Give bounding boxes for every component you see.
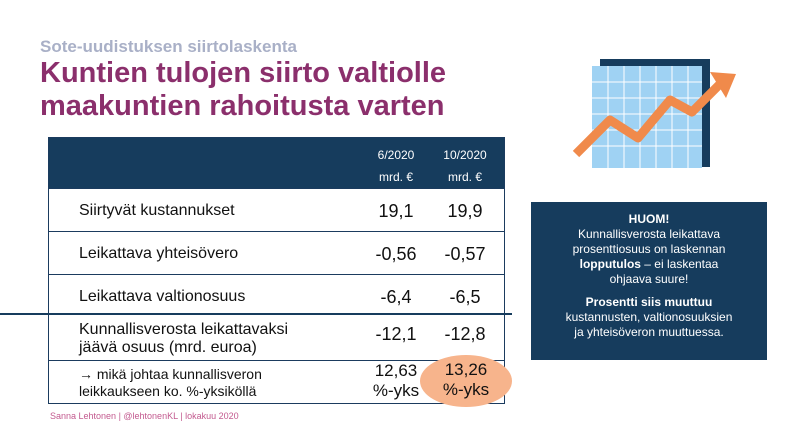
note-emphasis: lopputulos — [579, 257, 641, 271]
row-value-number: 13,26 — [444, 360, 488, 379]
row-value-number: 12,63 — [374, 361, 418, 380]
row-label: Siirtyvät kustannukset — [79, 202, 235, 219]
growth-chart-icon — [572, 59, 736, 168]
row-value-10-2020: -0,57 — [444, 244, 486, 264]
footer-credit: Sanna Lehtonen | @lehtonenKL | lokakuu 2… — [50, 411, 239, 421]
note-line: Prosentti siis muuttuu — [531, 295, 767, 310]
highlight-circle — [420, 355, 512, 407]
row-label-line-2: jäävä osuus (mrd. euroa) — [79, 339, 257, 356]
note-emphasis: Prosentti siis muuttuu — [585, 295, 713, 309]
table-row: Leikattava yhteisövero -0,56 -0,57 — [49, 231, 504, 274]
data-table: 6/2020 mrd. € 10/2020 mrd. € Siirtyvät k… — [48, 137, 505, 404]
row-value-unit: %-yks — [442, 380, 490, 399]
row-value-6-2020: -12,1 — [375, 324, 417, 344]
note-line: lopputulos – ei laskentaa — [531, 257, 767, 272]
title-line-2: maakuntien rahoitusta varten — [40, 90, 445, 122]
row-value-6-2020: -6,4 — [380, 287, 412, 307]
row-value-unit: %-yks — [372, 381, 420, 400]
row-value-10-2020: 19,9 — [447, 201, 483, 221]
table-row: → mikä johtaa kunnallisveron leikkauksee… — [49, 360, 504, 404]
kicker: Sote-uudistuksen siirtolaskenta — [40, 37, 297, 56]
row-value-10-2020: -12,8 — [444, 324, 486, 344]
col-header-6-2020: 6/2020 — [377, 148, 415, 162]
table-row: Leikattava valtionosuus -6,4 -6,5 — [49, 274, 504, 317]
table-row: Kunnallisverosta leikattavaksi jäävä osu… — [49, 317, 504, 359]
row-label: Leikattava valtionosuus — [79, 288, 246, 305]
row-value-10-2020-highlighted: 13,26 %-yks — [431, 360, 501, 400]
table-row: Siirtyvät kustannukset 19,1 19,9 — [49, 188, 504, 231]
row-label-line-1: Kunnallisverosta leikattavaksi — [79, 321, 288, 338]
row-value-10-2020: -6,5 — [449, 287, 481, 307]
table-header: 6/2020 mrd. € 10/2020 mrd. € — [49, 138, 504, 188]
col-unit-6-2020: mrd. € — [378, 170, 413, 184]
row-value-6-2020: 19,1 — [378, 201, 414, 221]
row-value-6-2020: 12,63 %-yks — [361, 361, 431, 401]
col-unit-10-2020: mrd. € — [447, 170, 482, 184]
row-label-line-1: → mikä johtaa kunnallisveron — [79, 366, 262, 382]
table-separator-line — [0, 313, 512, 315]
row-value-6-2020: -0,56 — [375, 244, 417, 264]
note-text: – ei laskentaa — [640, 257, 719, 271]
title-line-1: Kuntien tulojen siirto valtiolle — [40, 57, 447, 89]
note-line: Kunnallisverosta leikattava — [577, 227, 721, 241]
page-title: Kuntien tulojen siirto valtiolle maakunt… — [40, 57, 446, 123]
row-label-line-2: leikkaukseen ko. %-yksiköllä — [79, 383, 257, 399]
note-line: ohjaava suure! — [609, 272, 689, 286]
col-header-10-2020: 10/2020 — [443, 148, 487, 162]
note-line: kustannusten, valtionosuuksien — [565, 310, 733, 324]
row-label: Kunnallisverosta leikattavaksi jäävä osu… — [79, 321, 288, 357]
note-box: HUOM! Kunnallisverosta leikattava prosen… — [531, 202, 767, 360]
row-label: Leikattava yhteisövero — [79, 245, 239, 262]
row-label: → mikä johtaa kunnallisveron leikkauksee… — [79, 366, 262, 400]
note-heading: HUOM! — [628, 212, 670, 226]
note-line: prosenttiosuus on laskennan — [572, 242, 726, 256]
note-line: ja yhteisöveron muuttuessa. — [574, 325, 724, 339]
